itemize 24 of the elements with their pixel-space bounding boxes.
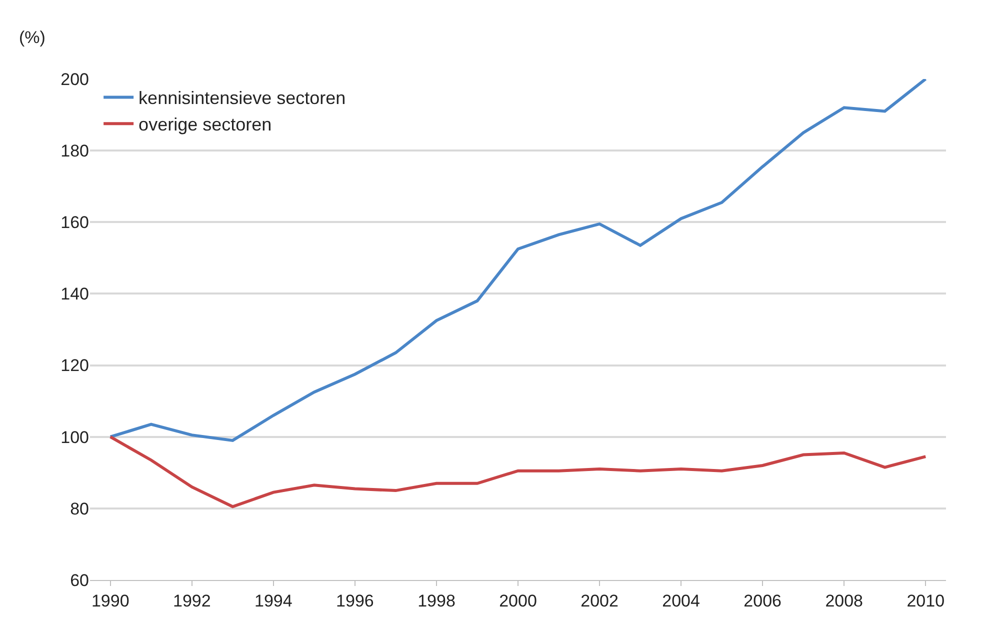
line-series [108,435,928,508]
y-tick-label: 100 [60,428,89,447]
y-tick-label: 60 [70,570,89,590]
x-tick-label: 1994 [254,591,292,610]
x-tick-label: 2002 [580,591,618,610]
x-tick-label: 2006 [744,591,782,610]
x-tick-label: 1998 [418,591,456,610]
line-series [108,79,928,442]
y-tick-label: 120 [60,356,89,376]
x-tick-label: 1990 [91,591,130,610]
legend-label: kennisintensieve sectoren [138,88,346,108]
y-tick-label: 80 [70,499,89,518]
x-tick-label: 2010 [906,591,945,610]
y-tick-label: 140 [60,284,89,304]
y-tick-label: 180 [60,142,89,161]
x-tick-label: 2000 [499,591,537,610]
x-tick-label: 2004 [662,591,700,610]
y-tick-label: 200 [60,70,89,89]
y-tick-label: 160 [60,213,89,232]
legend-label: overige sectoren [138,114,272,135]
x-tick-label: 1992 [172,591,211,610]
y-axis-title: (%) [19,28,46,47]
x-tick-label: 1996 [336,591,374,610]
x-tick-label: 2008 [825,591,864,610]
